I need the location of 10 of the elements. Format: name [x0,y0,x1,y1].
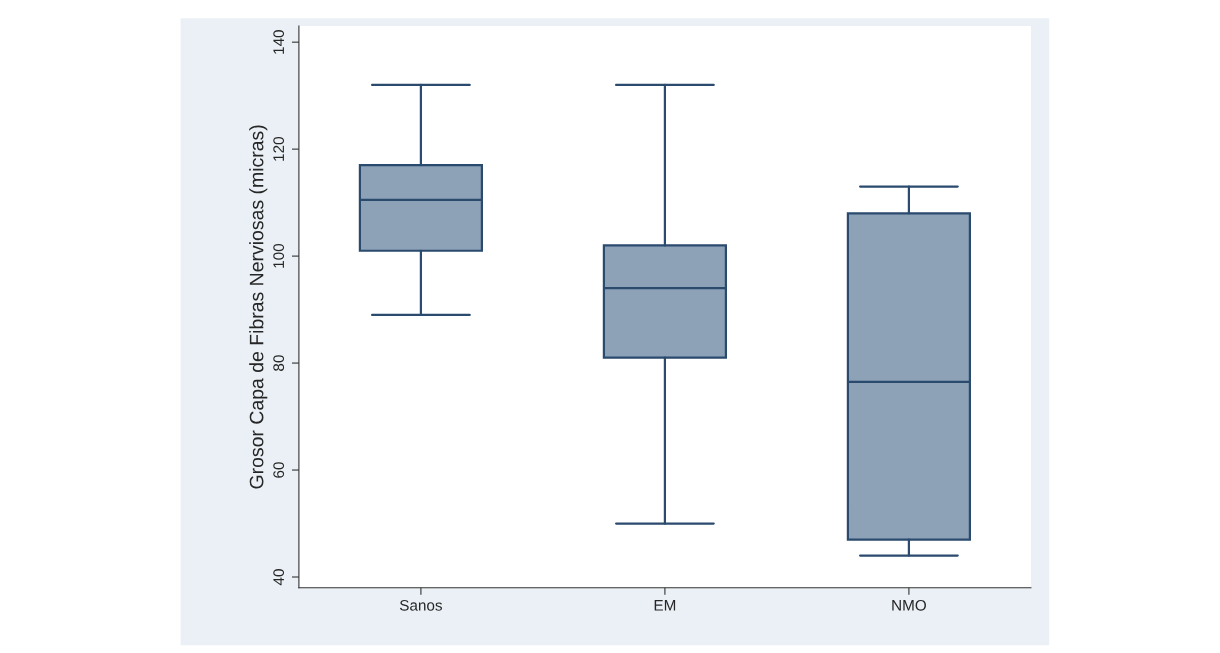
y-axis-title: Grosor Capa de Fibras Nerviosas (micras) [249,125,268,489]
x-tick-label: EM [654,600,676,611]
y-tick-label: 80 [273,355,285,371]
x-tick-label: Sanos [399,599,443,611]
y-tick-label: 140 [273,30,285,54]
y-tick-label: 60 [273,462,285,478]
x-tick-label: NMO [892,599,926,611]
y-tick-label: 100 [273,243,285,268]
y-tick-label: 40 [273,569,285,586]
y-tick-label: 120 [273,136,285,161]
